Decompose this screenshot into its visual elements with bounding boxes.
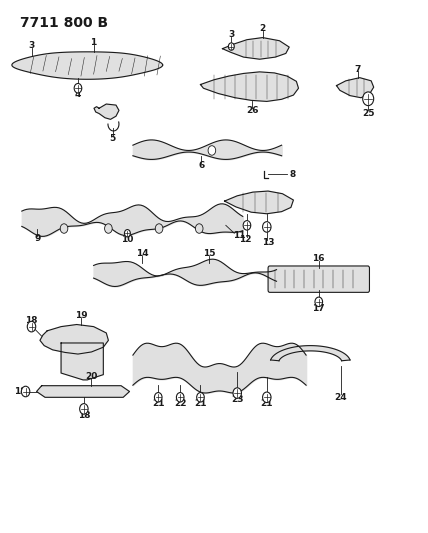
Circle shape bbox=[80, 403, 88, 414]
Text: 21: 21 bbox=[194, 399, 207, 408]
Polygon shape bbox=[40, 325, 108, 354]
Circle shape bbox=[233, 388, 241, 398]
Text: 21: 21 bbox=[261, 399, 273, 408]
Polygon shape bbox=[200, 72, 298, 101]
Text: 21: 21 bbox=[152, 399, 164, 408]
Polygon shape bbox=[225, 191, 294, 214]
Text: 5: 5 bbox=[110, 134, 116, 143]
Polygon shape bbox=[223, 38, 289, 59]
Text: 1: 1 bbox=[90, 38, 97, 47]
Text: 4: 4 bbox=[75, 90, 81, 99]
Text: 9: 9 bbox=[34, 234, 41, 243]
Circle shape bbox=[263, 392, 271, 402]
Polygon shape bbox=[12, 52, 163, 79]
Text: 3: 3 bbox=[228, 30, 235, 39]
FancyBboxPatch shape bbox=[268, 266, 369, 292]
Text: 13: 13 bbox=[262, 238, 274, 247]
Circle shape bbox=[208, 146, 216, 155]
Text: 6: 6 bbox=[198, 161, 205, 169]
Circle shape bbox=[197, 393, 204, 402]
Circle shape bbox=[74, 84, 82, 93]
Circle shape bbox=[27, 321, 36, 332]
Circle shape bbox=[229, 43, 234, 50]
Circle shape bbox=[21, 386, 30, 397]
Text: 3: 3 bbox=[28, 41, 35, 50]
Text: 12: 12 bbox=[239, 235, 252, 244]
Text: 10: 10 bbox=[121, 235, 134, 244]
Text: 7: 7 bbox=[354, 64, 361, 74]
Text: 15: 15 bbox=[203, 249, 215, 259]
Circle shape bbox=[104, 224, 112, 233]
Polygon shape bbox=[36, 386, 130, 397]
Text: 25: 25 bbox=[362, 109, 374, 117]
Text: 11: 11 bbox=[233, 231, 246, 240]
Text: 18: 18 bbox=[25, 316, 38, 325]
Circle shape bbox=[155, 393, 162, 402]
Text: 19: 19 bbox=[74, 311, 87, 320]
Text: 18: 18 bbox=[14, 387, 27, 396]
Text: 17: 17 bbox=[312, 304, 325, 313]
Circle shape bbox=[315, 297, 323, 306]
Circle shape bbox=[363, 92, 374, 106]
Text: 7711 800 B: 7711 800 B bbox=[20, 16, 108, 30]
Circle shape bbox=[155, 224, 163, 233]
Text: 26: 26 bbox=[246, 107, 258, 116]
Text: 24: 24 bbox=[334, 393, 347, 402]
Text: 16: 16 bbox=[312, 254, 325, 263]
Text: 22: 22 bbox=[174, 399, 187, 408]
Text: 8: 8 bbox=[289, 169, 296, 179]
Text: 18: 18 bbox=[77, 411, 90, 420]
Polygon shape bbox=[94, 104, 119, 119]
Circle shape bbox=[263, 222, 271, 232]
Circle shape bbox=[243, 221, 251, 230]
Circle shape bbox=[176, 393, 184, 402]
Polygon shape bbox=[336, 78, 374, 98]
Polygon shape bbox=[61, 343, 103, 380]
Text: 20: 20 bbox=[85, 372, 98, 381]
Text: 23: 23 bbox=[231, 395, 244, 404]
Circle shape bbox=[125, 230, 131, 237]
Circle shape bbox=[196, 224, 203, 233]
Text: 2: 2 bbox=[259, 24, 266, 33]
Text: 14: 14 bbox=[136, 249, 149, 259]
Circle shape bbox=[60, 224, 68, 233]
Polygon shape bbox=[270, 345, 350, 361]
